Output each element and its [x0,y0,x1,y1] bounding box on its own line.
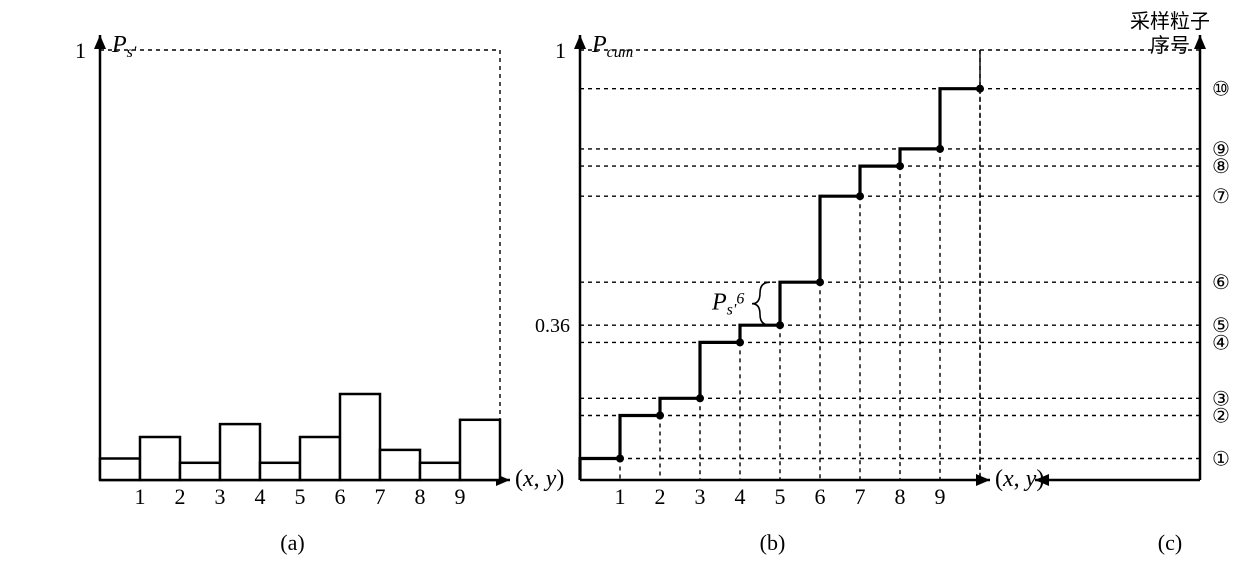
bar [220,424,260,480]
svg-text:(b): (b) [760,530,786,555]
bar [260,463,300,480]
bar [100,459,140,481]
svg-text:5: 5 [775,484,786,509]
svg-text:5: 5 [295,484,306,509]
svg-text:⑦: ⑦ [1212,186,1230,208]
svg-text:1: 1 [135,484,146,509]
svg-text:1: 1 [75,38,86,63]
bar [300,437,340,480]
svg-text:9: 9 [455,484,466,509]
svg-text:(x, y): (x, y) [515,466,564,492]
svg-text:⑩: ⑩ [1212,79,1230,101]
svg-text:1: 1 [555,38,566,63]
svg-text:3: 3 [215,484,226,509]
svg-text:采样粒子: 采样粒子 [1130,10,1210,33]
svg-text:4: 4 [735,484,746,509]
svg-text:(a): (a) [280,530,304,555]
svg-text:Pcum: Pcum [591,32,633,61]
svg-text:9: 9 [935,484,946,509]
svg-text:(x, y): (x, y) [995,466,1044,492]
bar [140,437,180,480]
svg-text:序号: 序号 [1150,34,1190,57]
svg-text:3: 3 [695,484,706,509]
svg-text:③: ③ [1212,388,1230,410]
svg-text:0.36: 0.36 [535,315,570,337]
bar [380,450,420,480]
svg-text:8: 8 [895,484,906,509]
svg-text:6: 6 [335,484,346,509]
svg-text:Ps': Ps' [111,32,137,61]
svg-text:8: 8 [415,484,426,509]
bar [340,394,380,480]
svg-text:(c): (c) [1158,530,1182,555]
svg-text:⑤: ⑤ [1212,315,1230,337]
svg-text:Ps'6: Ps'6 [711,290,744,319]
svg-text:2: 2 [175,484,186,509]
svg-text:7: 7 [375,484,386,509]
svg-text:7: 7 [855,484,866,509]
svg-text:4: 4 [255,484,266,509]
svg-text:2: 2 [655,484,666,509]
bar [180,463,220,480]
svg-text:⑨: ⑨ [1212,139,1230,161]
svg-text:⑥: ⑥ [1212,272,1230,294]
bar [460,420,500,480]
svg-text:①: ① [1212,449,1230,471]
bar [420,463,460,480]
svg-text:1: 1 [615,484,626,509]
svg-text:6: 6 [815,484,826,509]
